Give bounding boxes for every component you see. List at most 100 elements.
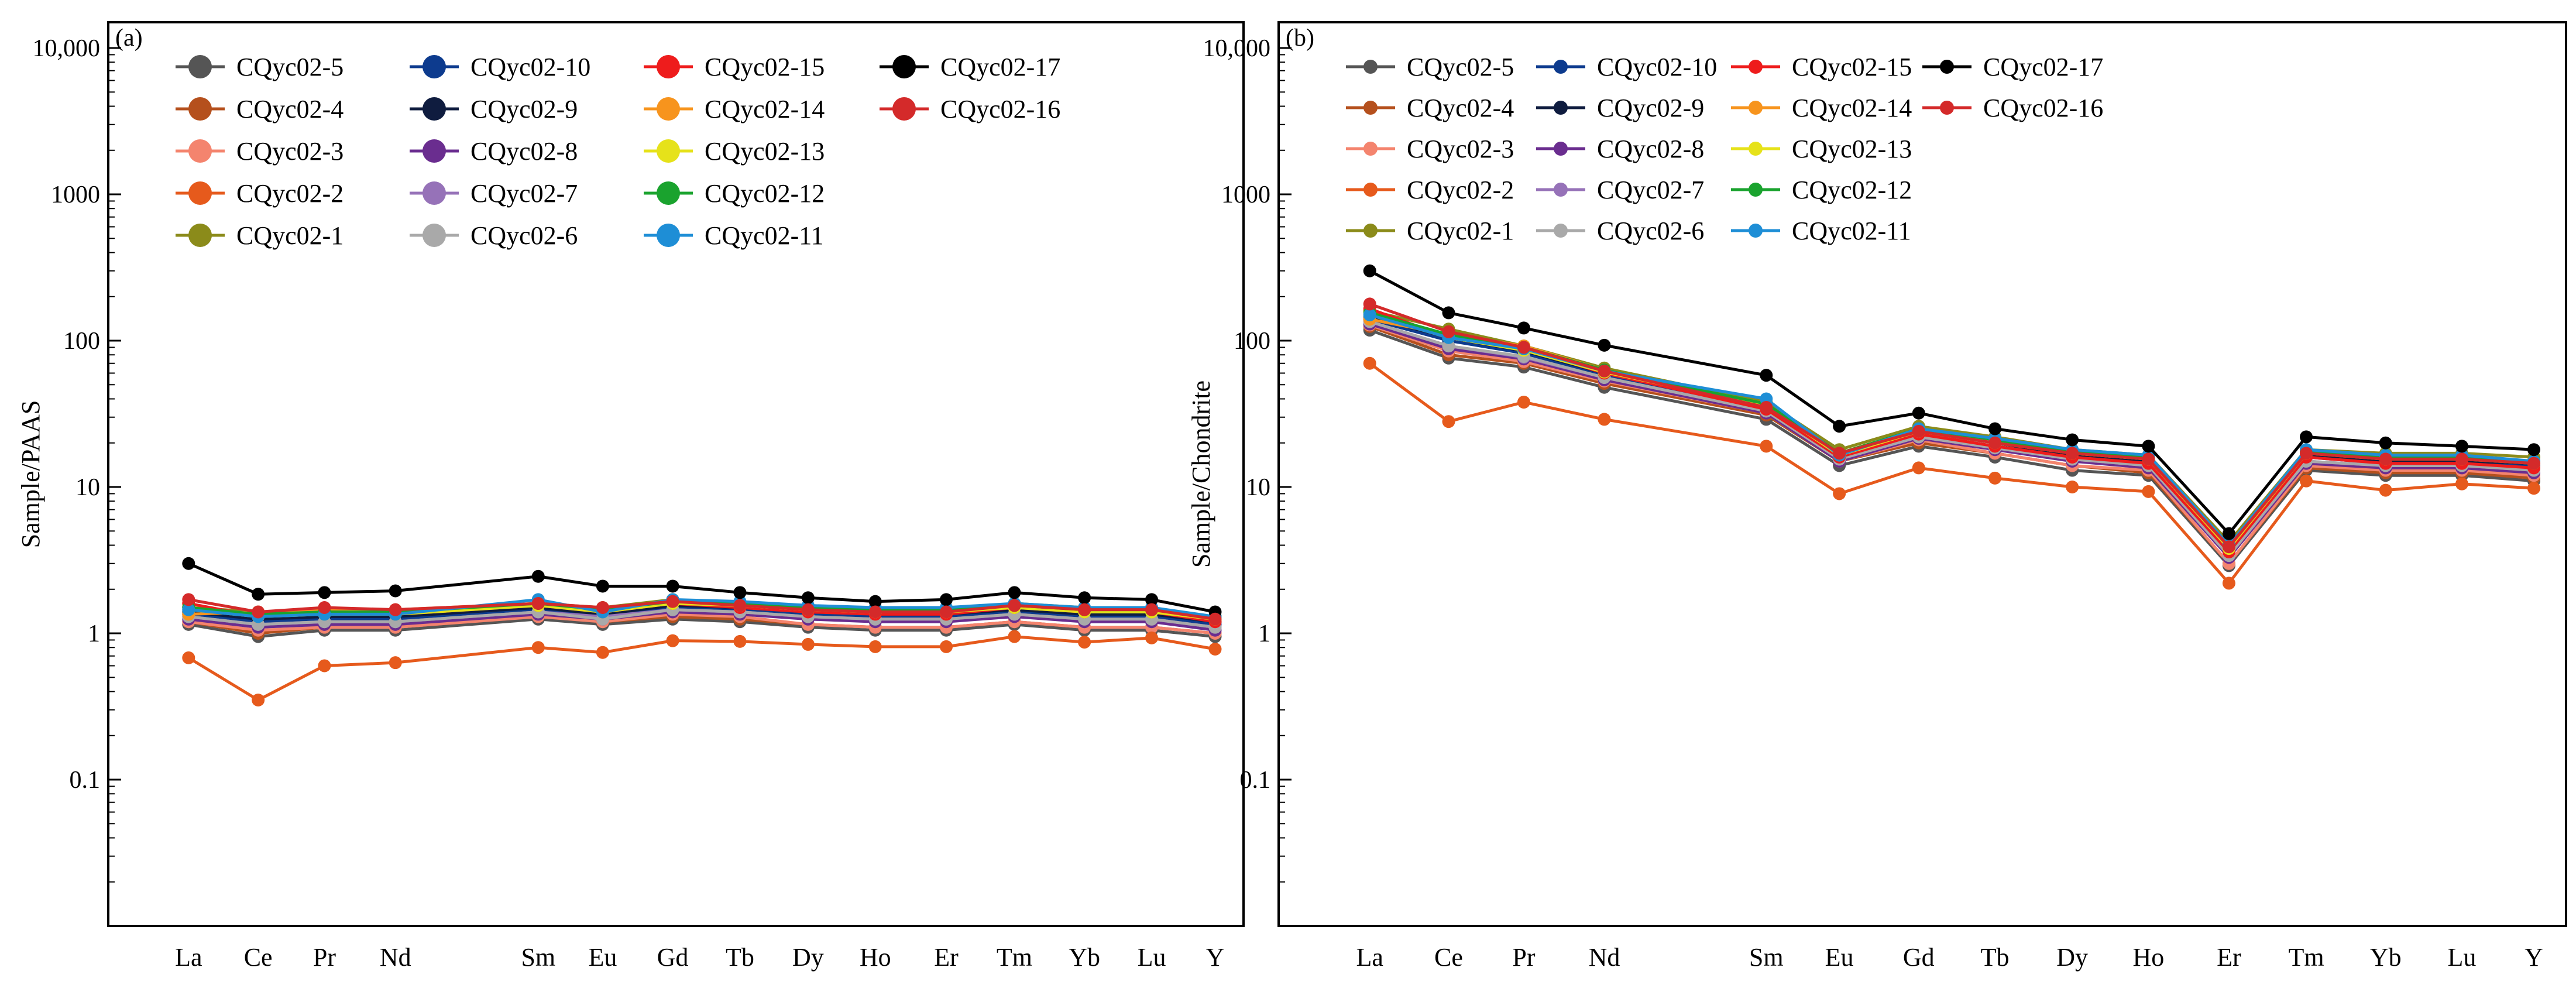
legend-label: CQyc02-2 <box>1407 176 1514 204</box>
data-point <box>2527 457 2540 470</box>
legend-label: CQyc02-3 <box>236 137 344 166</box>
legend-marker <box>1554 101 1568 115</box>
data-point <box>940 640 953 653</box>
data-point <box>1833 487 1846 500</box>
legend-label: CQyc02-4 <box>1407 94 1514 122</box>
legend-label: CQyc02-11 <box>1792 217 1911 245</box>
data-point <box>1988 436 2002 450</box>
legend-marker <box>1554 183 1568 197</box>
chart-panel-a: (a) 0.1 1 10 100 1000 10,000 Sample/PAAS La Ce Pr N… <box>16 21 1245 972</box>
data-point <box>868 595 882 608</box>
data-point <box>1145 603 1159 616</box>
x-tick-label: Yb <box>2370 943 2402 972</box>
data-point <box>2142 452 2155 466</box>
y-tick-label: 10 <box>75 474 100 501</box>
data-point <box>182 651 195 664</box>
legend-marker <box>423 55 446 78</box>
data-point <box>1760 440 1773 453</box>
data-point <box>2455 477 2468 490</box>
x-tick-label: Eu <box>588 943 617 972</box>
series-CQyc02-1 <box>1363 304 2540 549</box>
legend-label: CQyc02-2 <box>236 179 344 208</box>
series-CQyc02-17 <box>1363 264 2540 540</box>
y-axis-label: Sample/Chondrite <box>1187 380 1215 568</box>
legend-label: CQyc02-7 <box>1597 176 1704 204</box>
legend-label: CQyc02-15 <box>1792 53 1912 81</box>
legend-item: CQyc02-10 <box>1536 53 1717 81</box>
legend-item: CQyc02-17 <box>880 53 1060 81</box>
data-point <box>1145 593 1159 606</box>
x-tick-label: Pr <box>313 943 336 972</box>
chart-panel-b: (b) 0.1 1 10 100 1000 10,000 Sample/Chondrite La… <box>1187 21 2567 972</box>
data-point <box>2066 433 2079 447</box>
legend-label: CQyc02-16 <box>940 95 1060 124</box>
x-tick-label: Tm <box>997 943 1032 972</box>
legend-item: CQyc02-8 <box>410 137 578 166</box>
data-point <box>1760 369 1773 382</box>
x-tick-label: Y <box>1206 943 1225 972</box>
legend-marker <box>1554 142 1568 156</box>
x-tick-label: Pr <box>1512 943 1535 972</box>
data-point <box>182 593 195 606</box>
legend-label: CQyc02-8 <box>470 137 578 166</box>
y-tick-label: 0.1 <box>1240 767 1271 794</box>
x-tick-label: Lu <box>2448 943 2477 972</box>
legend-item: CQyc02-16 <box>880 95 1060 124</box>
legend-marker <box>657 97 680 121</box>
data-point <box>666 595 679 608</box>
data-point <box>733 634 747 648</box>
legend-item: CQyc02-9 <box>410 95 578 124</box>
y-tick-label: 1 <box>1258 620 1270 647</box>
legend-item: CQyc02-6 <box>410 221 578 250</box>
data-point <box>1363 297 1376 311</box>
legend-item: CQyc02-8 <box>1536 135 1704 163</box>
data-point <box>2142 440 2155 453</box>
y-tick-label: 10,000 <box>33 35 101 62</box>
legend-label: CQyc02-11 <box>705 221 824 250</box>
legend-label: CQyc02-13 <box>1792 135 1912 163</box>
data-point <box>182 557 195 570</box>
x-tick-label: La <box>175 943 202 972</box>
legend-item: CQyc02-7 <box>410 179 578 208</box>
series-CQyc02-16 <box>182 593 1222 626</box>
legend-label: CQyc02-1 <box>1407 217 1514 245</box>
legend-marker <box>1363 142 1378 156</box>
data-point <box>252 605 265 619</box>
data-point <box>1363 264 1376 277</box>
data-point <box>318 601 331 614</box>
data-point <box>868 640 882 653</box>
series-line <box>188 635 1215 702</box>
data-point <box>868 605 882 619</box>
data-point <box>666 579 679 593</box>
legend-marker <box>892 97 916 121</box>
data-point <box>2527 482 2540 495</box>
data-point <box>2455 440 2468 453</box>
legend-label: CQyc02-9 <box>470 95 578 124</box>
data-point <box>318 586 331 599</box>
legend-marker <box>423 181 446 205</box>
data-point <box>2455 452 2468 466</box>
series-CQyc02-2 <box>1363 356 2540 590</box>
legend-item: CQyc02-12 <box>1731 176 1912 204</box>
data-point <box>1988 422 2002 435</box>
x-tick-label: Dy <box>2056 943 2088 972</box>
legend-label: CQyc02-12 <box>1792 176 1912 204</box>
data-point <box>1833 447 1846 460</box>
x-tick-label: Y <box>2525 943 2543 972</box>
legend-marker <box>1554 224 1568 238</box>
legend-item: CQyc02-12 <box>644 179 825 208</box>
legend-item: CQyc02-10 <box>410 53 590 81</box>
panel-label: (b) <box>1286 25 1314 52</box>
legend-marker <box>423 139 446 163</box>
data-point <box>531 641 545 654</box>
data-point <box>733 586 747 599</box>
data-point <box>1363 356 1376 370</box>
legend-item: CQyc02-5 <box>176 53 344 81</box>
y-tick-label: 1000 <box>51 181 100 208</box>
y-tick-label: 10,000 <box>1203 35 1271 62</box>
series-CQyc02-16 <box>1363 297 2540 554</box>
panel-label: (a) <box>115 25 143 52</box>
data-point <box>1008 599 1021 612</box>
y-tick-label: 100 <box>63 328 100 355</box>
data-point <box>1145 631 1159 644</box>
